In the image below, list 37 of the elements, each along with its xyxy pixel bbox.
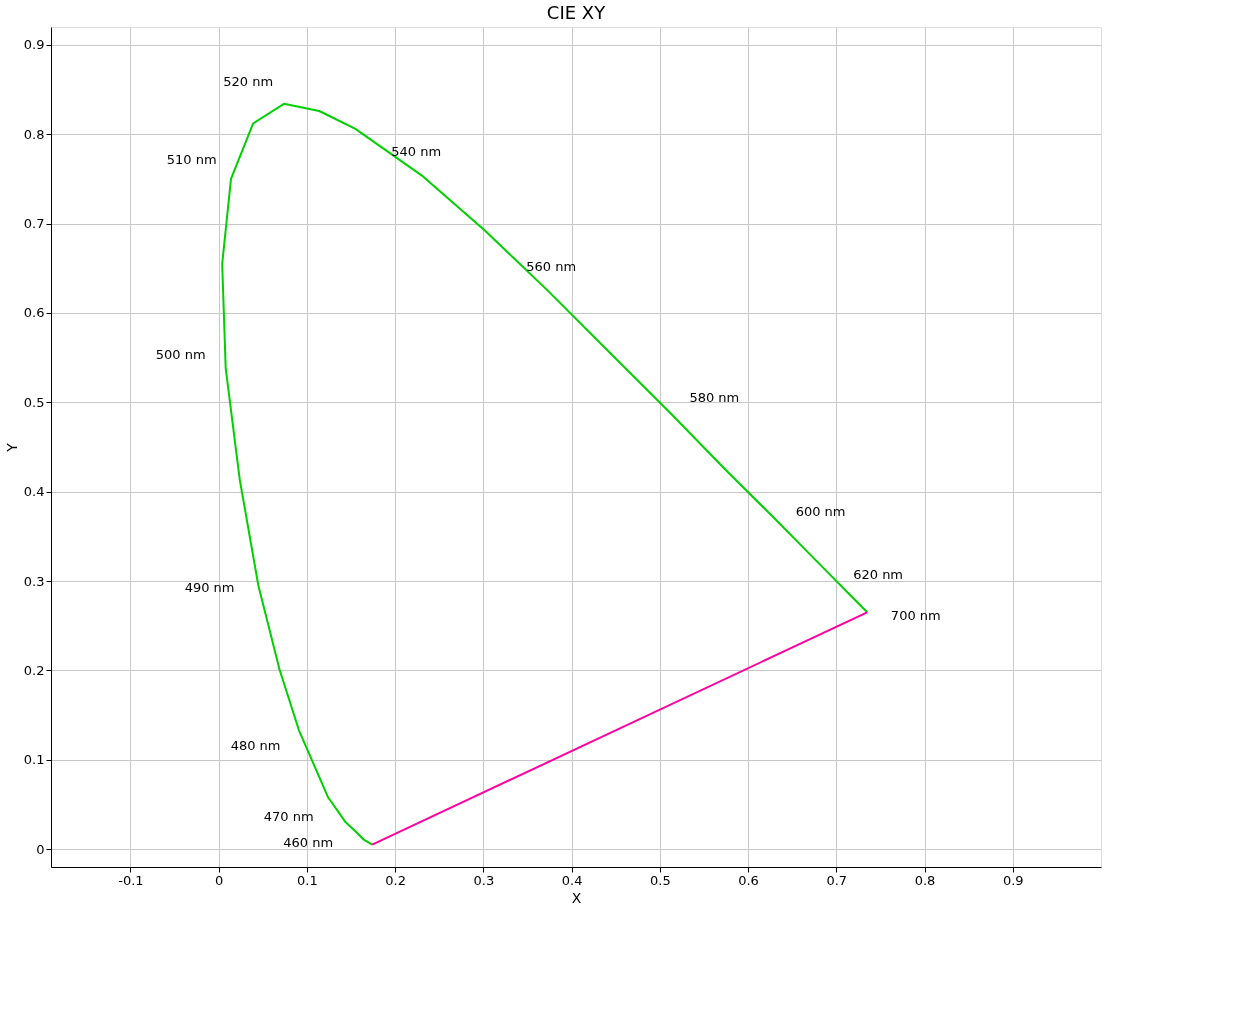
annotation: 470 nm — [263, 808, 314, 824]
x-tick-label: 0.2 — [385, 872, 406, 888]
annotation: 700 nm — [890, 608, 941, 624]
x-tick-label: 0.5 — [649, 872, 671, 888]
y-axis-title: Y — [3, 442, 20, 453]
annotation: 560 nm — [526, 258, 577, 274]
annotation: 540 nm — [391, 143, 442, 159]
x-tick-label: 0.6 — [738, 872, 759, 888]
annotation: 460 nm — [283, 834, 334, 850]
y-tick-label: 0.5 — [23, 394, 45, 410]
y-tick-label: 0.4 — [23, 484, 45, 500]
x-tick-label: 0.9 — [1002, 872, 1024, 888]
annotation: 520 nm — [223, 74, 274, 90]
y-tick-label: 0.3 — [23, 573, 45, 589]
x-tick-label: 0.1 — [297, 872, 318, 888]
x-tick-label: 0.4 — [561, 872, 583, 888]
annotation: 510 nm — [166, 151, 217, 167]
x-axis-title: X — [571, 889, 582, 906]
annotation: 490 nm — [184, 580, 235, 596]
y-tick-label: 0.6 — [23, 305, 45, 321]
y-tick-label: 0 — [36, 841, 45, 857]
annotation: 620 nm — [853, 567, 904, 583]
x-tick-label: 0.7 — [826, 872, 848, 888]
chart-title: CIE XY — [546, 2, 607, 23]
y-tick-label: 0.1 — [23, 752, 45, 768]
x-tick-label: -0.1 — [118, 872, 144, 888]
x-tick-label: 0 — [215, 872, 224, 888]
annotation: 500 nm — [155, 347, 206, 363]
x-tick-label: 0.8 — [914, 872, 936, 888]
annotation: 600 nm — [795, 504, 846, 520]
y-tick-label: 0.2 — [23, 662, 45, 678]
annotation: 480 nm — [230, 737, 281, 753]
annotation: 580 nm — [689, 390, 740, 406]
y-tick-label: 0.9 — [23, 37, 45, 53]
x-tick-label: 0.3 — [473, 872, 495, 888]
y-tick-label: 0.7 — [23, 216, 45, 232]
y-tick-label: 0.8 — [23, 126, 45, 142]
